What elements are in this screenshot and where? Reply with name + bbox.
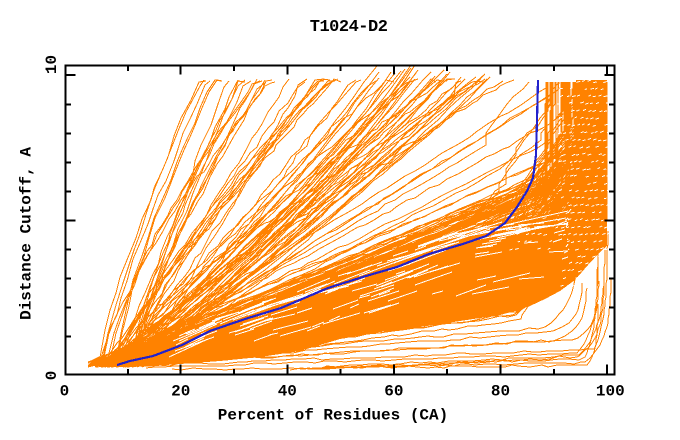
svg-text:0: 0 (60, 382, 70, 400)
svg-text:40: 40 (278, 382, 297, 400)
svg-text:0: 0 (43, 371, 61, 381)
svg-text:60: 60 (384, 382, 403, 400)
svg-text:10: 10 (43, 55, 61, 74)
svg-text:80: 80 (491, 382, 510, 400)
svg-text:100: 100 (596, 382, 625, 400)
svg-text:T1024-D2: T1024-D2 (310, 18, 388, 37)
svg-text:Percent of Residues (CA): Percent of Residues (CA) (218, 407, 448, 425)
svg-text:Distance Cutoff, A: Distance Cutoff, A (18, 147, 36, 320)
svg-text:20: 20 (171, 382, 190, 400)
